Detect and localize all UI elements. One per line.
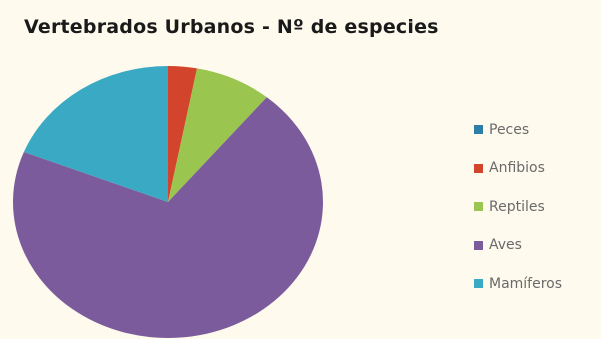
legend: Peces Anfibios Reptiles Aves Mamíferos (474, 116, 599, 309)
legend-swatch (474, 279, 483, 288)
legend-item-mamiferos: Mamíferos (474, 270, 599, 297)
legend-swatch (474, 125, 483, 134)
pie-slice-reptiles (168, 68, 267, 202)
legend-label: Peces (489, 121, 530, 138)
legend-label: Anfibios (489, 160, 545, 176)
chart-title: Vertebrados Urbanos - Nº de especies (24, 16, 439, 38)
legend-item-peces: Peces (474, 116, 599, 143)
pie-slice-aves (12, 97, 323, 338)
pie-slice-anfibios (168, 66, 198, 202)
legend-item-reptiles: Reptiles (474, 193, 599, 220)
legend-item-anfibios: Anfibios (474, 155, 599, 182)
legend-swatch (474, 163, 483, 173)
legend-label: Aves (489, 237, 522, 253)
legend-swatch (474, 240, 483, 250)
pie-slice-mamiferos (23, 66, 168, 202)
legend-label: Mamíferos (489, 275, 563, 292)
legend-swatch (474, 202, 483, 211)
pie-slices (12, 66, 323, 338)
legend-label: Reptiles (489, 198, 545, 215)
legend-item-aves: Aves (474, 232, 599, 259)
